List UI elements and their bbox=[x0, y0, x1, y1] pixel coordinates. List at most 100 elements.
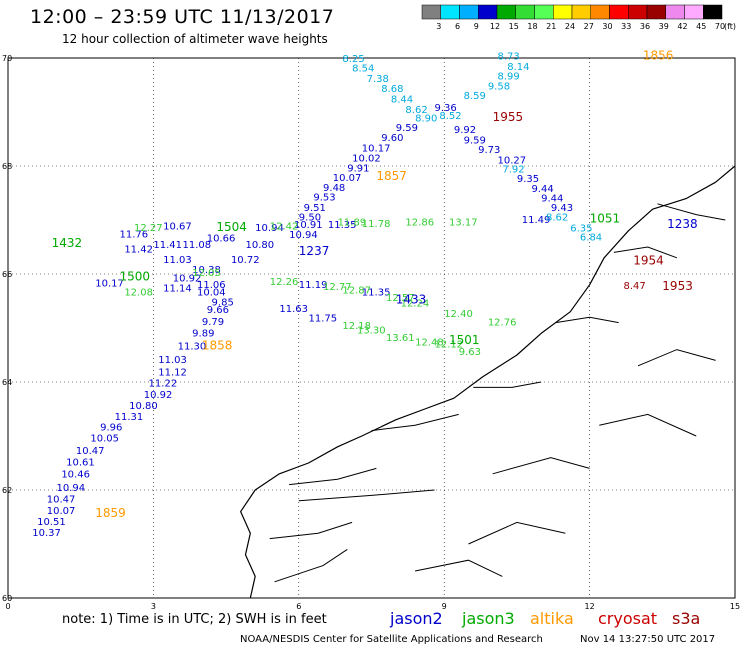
fjord-line bbox=[371, 413, 459, 432]
wave-height-value: 11.76 bbox=[119, 229, 148, 240]
track-time-label: 1953 bbox=[662, 279, 693, 293]
wave-height-value: 12.27 bbox=[134, 223, 163, 234]
wave-height-value: 11.42 bbox=[124, 244, 153, 255]
track-time-label: 1432 bbox=[52, 236, 83, 250]
wave-height-value: 11.41 bbox=[153, 240, 182, 251]
wave-height-value: 10.05 bbox=[90, 433, 119, 444]
wave-height-value: 11.14 bbox=[163, 283, 192, 294]
wave-height-value: 9.44 bbox=[541, 194, 563, 205]
wave-height-value: 9.59 bbox=[464, 135, 486, 146]
wave-height-value: 11.78 bbox=[362, 219, 391, 230]
sat-label-jason3: jason3 bbox=[462, 609, 515, 628]
wave-height-value: 11.06 bbox=[197, 280, 226, 291]
wave-height-value: 10.17 bbox=[362, 143, 391, 154]
wave-height-value: 13.17 bbox=[449, 217, 478, 228]
wave-height-value: 12.57 bbox=[386, 293, 415, 304]
wave-height-value: 8.44 bbox=[391, 94, 413, 105]
wave-height-value: 10.47 bbox=[47, 494, 76, 505]
wave-height-value: 7.92 bbox=[502, 164, 524, 175]
wave-height-values: 8.258.547.388.688.448.628.9018568.738.14… bbox=[32, 49, 697, 539]
wave-height-value: 8.68 bbox=[381, 84, 403, 95]
wave-height-value: 10.94 bbox=[255, 223, 284, 234]
sat-label-s3a: s3a bbox=[672, 609, 701, 628]
wave-height-value: 9.43 bbox=[551, 203, 573, 214]
wave-height-value: 9.92 bbox=[454, 125, 476, 136]
x-tick-label: 9 bbox=[442, 602, 447, 611]
fjord-line bbox=[657, 203, 726, 221]
wave-height-value: 10.67 bbox=[163, 222, 192, 233]
fjord-line bbox=[492, 457, 590, 475]
wave-height-value: 12.18 bbox=[342, 321, 371, 332]
sat-label-cryosat: cryosat bbox=[598, 609, 658, 628]
legend-label: 6 bbox=[455, 22, 460, 31]
track-time-label: 1238 bbox=[667, 217, 698, 231]
legend-label: 70 bbox=[715, 22, 725, 31]
legend-swatch bbox=[496, 4, 516, 20]
wave-height-value: 10.80 bbox=[129, 401, 158, 412]
x-tick-label: 0 bbox=[5, 602, 10, 611]
wave-height-value: 10.07 bbox=[47, 506, 76, 517]
wave-height-value: 11.30 bbox=[178, 342, 207, 353]
legend-swatch bbox=[609, 4, 629, 20]
wave-height-value: 10.07 bbox=[333, 173, 362, 184]
y-tick-label: 68 bbox=[2, 162, 12, 171]
legend-label: 42 bbox=[677, 22, 687, 31]
fjord-line bbox=[555, 316, 619, 324]
wave-height-value: 6.35 bbox=[570, 223, 592, 234]
fjord-line bbox=[298, 489, 435, 502]
wave-height-value: 11.03 bbox=[158, 355, 187, 366]
wave-height-value: 12.12 bbox=[435, 339, 464, 350]
fjord-line bbox=[269, 521, 353, 540]
coastline bbox=[240, 165, 736, 599]
wave-height-value: 12.40 bbox=[444, 309, 473, 320]
footer-note: note: 1) Time is in UTC; 2) SWH is in fe… bbox=[62, 612, 327, 627]
track-time-label: 1955 bbox=[493, 110, 524, 124]
wave-height-value: 10.80 bbox=[245, 240, 274, 251]
legend-label: 12 bbox=[490, 22, 500, 31]
track-time-label: 1501 bbox=[449, 333, 480, 347]
sat-label-altika: altika bbox=[530, 609, 574, 628]
x-tick-label: 3 bbox=[151, 602, 156, 611]
legend-label: 30 bbox=[602, 22, 612, 31]
legend-swatch bbox=[459, 4, 479, 20]
fjord-line bbox=[468, 521, 566, 545]
legend-swatch bbox=[478, 4, 498, 20]
y-tick-label: 62 bbox=[2, 486, 12, 495]
fjord-line bbox=[415, 559, 503, 577]
legend-label: 39 bbox=[659, 22, 669, 31]
wave-height-value: 8.99 bbox=[498, 72, 520, 83]
y-tick-label: 66 bbox=[2, 270, 12, 279]
y-tick-label: 70 bbox=[2, 54, 12, 63]
footer-timestamp: Nov 14 13:27:50 UTC 2017 bbox=[580, 634, 716, 645]
wave-height-value: 10.92 bbox=[173, 274, 202, 285]
wave-height-value: 13.61 bbox=[386, 333, 415, 344]
fjord-line bbox=[274, 548, 348, 583]
track-time-label: 1858 bbox=[202, 339, 233, 353]
fjord-line bbox=[599, 413, 697, 437]
track-time-label: 1859 bbox=[95, 506, 126, 520]
wave-height-value: 12.87 bbox=[342, 285, 371, 296]
wave-height-value: 11.49 bbox=[522, 215, 551, 226]
wave-height-value: 9.91 bbox=[347, 163, 369, 174]
wave-height-value: 11.75 bbox=[308, 314, 337, 325]
sat-label-jason2: jason2 bbox=[390, 609, 443, 628]
wave-height-value: 11.31 bbox=[115, 412, 144, 423]
wave-height-value: 11.12 bbox=[158, 368, 187, 379]
legend-swatch bbox=[646, 4, 666, 20]
wave-height-value: 8.90 bbox=[415, 114, 437, 125]
axis-tick-labels: 0 3 6 9 12 15 70 68 66 64 62 60 bbox=[2, 54, 740, 611]
wave-height-value: 9.53 bbox=[313, 193, 335, 204]
footer-credit: NOAA/NESDIS Center for Satellite Applica… bbox=[240, 634, 543, 645]
wave-height-value: 9.48 bbox=[323, 183, 345, 194]
fjord-line bbox=[473, 381, 542, 388]
color-legend: 3 6 9 12 15 18 21 24 27 30 33 36 39 42 45 70(ft) bbox=[421, 4, 736, 31]
legend-swatch bbox=[590, 4, 610, 20]
wave-height-value: 8.62 bbox=[546, 213, 568, 224]
wave-height-value: 11.35 bbox=[328, 220, 357, 231]
wave-height-value: 9.51 bbox=[304, 203, 326, 214]
wave-height-value: 12.77 bbox=[323, 282, 352, 293]
fjord-line bbox=[637, 349, 716, 367]
wave-height-value: 10.72 bbox=[231, 255, 260, 266]
legend-label: 15 bbox=[509, 22, 519, 31]
